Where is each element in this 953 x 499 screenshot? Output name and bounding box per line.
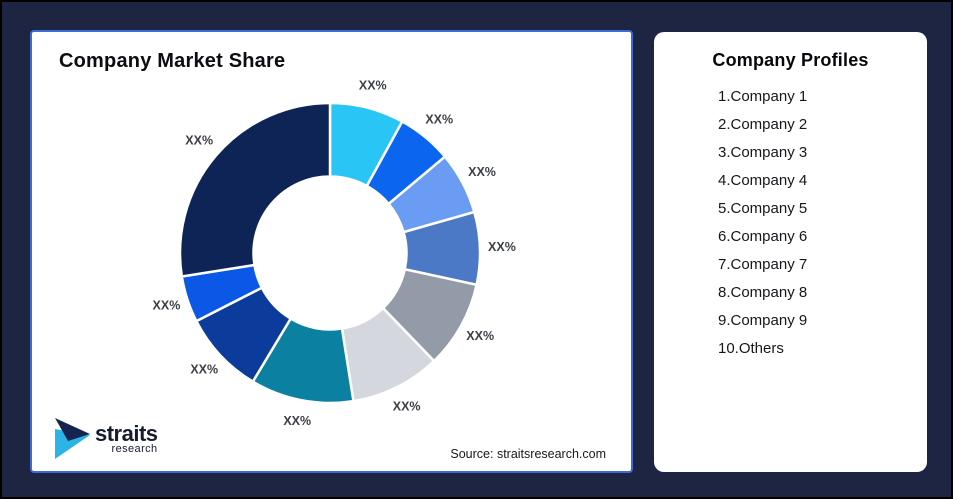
straits-research-logo: straits research	[52, 417, 158, 461]
chart-title: Company Market Share	[59, 50, 286, 72]
list-item: 9.Company 9	[718, 312, 808, 329]
list-item: 8.Company 8	[718, 284, 808, 301]
slice-label: XX%	[393, 399, 421, 413]
source-text: Source: straitsresearch.com	[450, 447, 606, 461]
list-item: 7.Company 7	[718, 256, 808, 273]
list-item: 3.Company 3	[718, 144, 808, 161]
slice-label: XX%	[468, 165, 496, 179]
slice-label: XX%	[488, 240, 516, 254]
slice-label: XX%	[185, 134, 213, 148]
donut-chart: XX% XX% XX% XX% XX% XX% XX% XX% XX% XX%	[153, 79, 516, 428]
profiles-title: Company Profiles	[712, 50, 869, 70]
slice-label: XX%	[359, 79, 387, 93]
list-item: 1.Company 1	[718, 88, 808, 105]
slice-label: XX%	[466, 329, 494, 343]
list-item: 4.Company 4	[718, 172, 808, 189]
market-share-panel: XX% XX% XX% XX% XX% XX% XX% XX% XX% XX% Company M…	[30, 30, 633, 473]
slice-label: XX%	[425, 112, 453, 126]
list-item: 5.Company 5	[718, 200, 808, 217]
list-item: 2.Company 2	[718, 116, 808, 133]
logo-text: straits research	[95, 423, 158, 455]
slice-label: XX%	[283, 414, 311, 428]
donut-slice	[178, 101, 332, 278]
list-item: 10.Others	[718, 340, 784, 357]
logo-brand: straits	[95, 421, 158, 446]
company-list: 1.Company 1 2.Company 2 3.Company 3 4.Compa…	[654, 83, 927, 363]
logo-subtitle: research	[111, 443, 158, 455]
slice-label: XX%	[190, 363, 218, 377]
slice-label: XX%	[153, 298, 181, 312]
company-profiles-card: Company Profiles 1.Company 1 2.Company 2 3…	[654, 32, 927, 472]
straits-arrow-icon	[55, 418, 90, 459]
list-item: 6.Company 6	[718, 228, 808, 245]
